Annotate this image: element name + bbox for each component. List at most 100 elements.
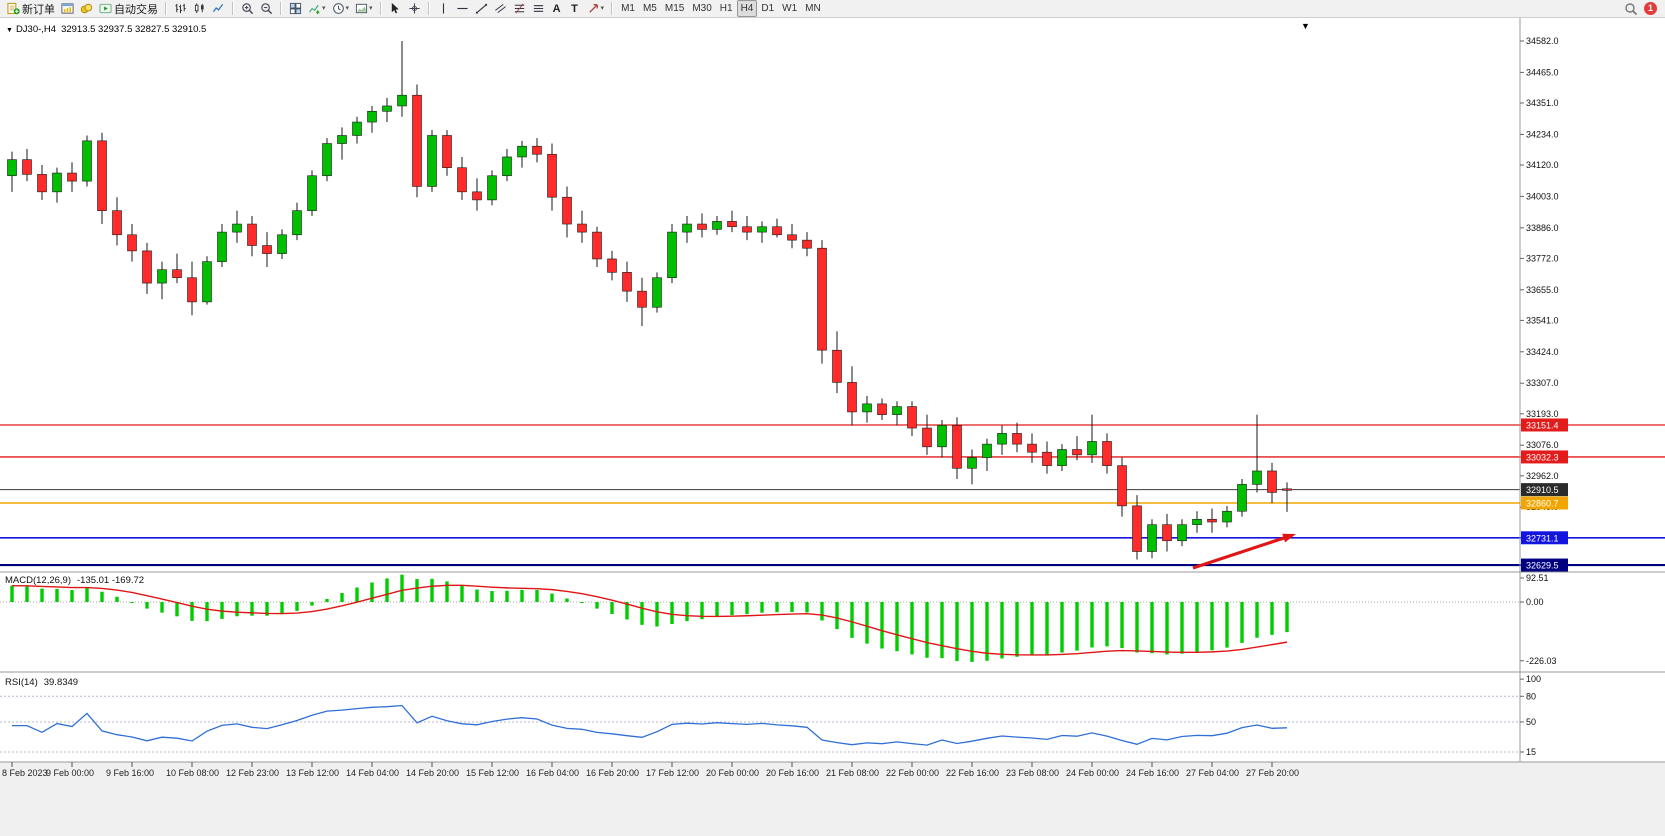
candle-body xyxy=(1207,518,1217,523)
candle-body xyxy=(862,403,872,413)
zoom-out-icon xyxy=(260,2,273,15)
badge-label: 33151.4 xyxy=(1526,420,1559,430)
line-chart-button[interactable] xyxy=(209,0,228,17)
equidistant-channel-button[interactable] xyxy=(491,0,510,17)
candle xyxy=(292,202,302,241)
candle-body xyxy=(922,427,932,448)
time-axis-strip[interactable] xyxy=(0,762,1665,836)
tf-m15-button[interactable]: M15 xyxy=(661,0,688,17)
macd-bar xyxy=(610,602,614,614)
templates-button[interactable]: ▾ xyxy=(352,0,376,17)
tile-windows-button[interactable] xyxy=(286,0,305,17)
vertical-line-button[interactable] xyxy=(434,0,453,17)
time-axis-label: 17 Feb 12:00 xyxy=(646,768,699,778)
badge-rect xyxy=(1521,450,1568,464)
price-axis-label: 32962.0 xyxy=(1526,471,1559,481)
candle-body xyxy=(247,223,257,246)
new-order-button[interactable]: 新订单 xyxy=(4,0,58,17)
tf-mn-button[interactable]: MN xyxy=(801,0,825,17)
zoom-out-button[interactable] xyxy=(257,0,276,17)
candle-body xyxy=(622,272,632,292)
cursor-button[interactable] xyxy=(386,0,405,17)
macd-bar xyxy=(250,602,254,616)
macd-bar xyxy=(880,602,884,649)
candle xyxy=(82,135,92,187)
tf-w1-button[interactable]: W1 xyxy=(778,0,801,17)
macd-indicator-label: MACD(12,26,9) -135.01 -169.72 xyxy=(5,575,144,586)
macd-bar xyxy=(475,589,479,602)
tf-d1-button[interactable]: D1 xyxy=(757,0,778,17)
macd-bar xyxy=(145,602,149,609)
time-axis-label: 15 Feb 12:00 xyxy=(466,768,519,778)
candle xyxy=(532,138,542,163)
macd-bar xyxy=(595,602,599,609)
profiles-icon xyxy=(80,2,93,15)
tf-h4-button[interactable]: H4 xyxy=(736,0,758,17)
trendline-icon xyxy=(475,2,488,15)
zoom-in-button[interactable] xyxy=(238,0,257,17)
candle-body xyxy=(277,234,287,254)
trend-arrow-annotation[interactable] xyxy=(1192,533,1296,570)
chart-canvas[interactable]: 34582.0 34465.0 34351.0 34234.0 34120.0 34003… xyxy=(0,18,1665,836)
candle xyxy=(1087,414,1097,463)
text-button[interactable]: A xyxy=(548,0,566,17)
chart-corner-triangle-icon[interactable]: ▼ xyxy=(1301,21,1310,31)
time-axis-label: 16 Feb 20:00 xyxy=(586,768,639,778)
auto-trading-button[interactable]: 自动交易 xyxy=(96,0,161,17)
candle xyxy=(127,224,137,262)
horizontal-line-button[interactable] xyxy=(453,0,472,17)
badge-rect xyxy=(1521,483,1568,497)
macd-bar xyxy=(550,593,554,602)
tf-m30-button[interactable]: M30 xyxy=(688,0,715,17)
candle-body xyxy=(697,223,707,230)
template-icon xyxy=(355,2,368,15)
macd-bar xyxy=(640,602,644,625)
toolbar-separator xyxy=(379,2,382,15)
trendline-button[interactable] xyxy=(472,0,491,17)
notification-badge[interactable]: 1 xyxy=(1644,2,1657,15)
candle-body xyxy=(382,105,392,112)
chart-area[interactable]: 34582.0 34465.0 34351.0 34234.0 34120.0 34003… xyxy=(0,18,1665,836)
candle xyxy=(202,256,212,305)
candle-body xyxy=(652,277,662,308)
candle xyxy=(982,438,992,471)
candle xyxy=(142,242,152,294)
macd-bar xyxy=(940,602,944,659)
candle-body xyxy=(877,403,887,415)
tf-h1-button[interactable]: H1 xyxy=(716,0,737,17)
price-axis-label: 33541.0 xyxy=(1526,315,1559,325)
new-chart-button[interactable] xyxy=(58,0,77,17)
text-label-button[interactable]: T xyxy=(566,0,584,17)
candle-body xyxy=(847,382,857,413)
indicators-button[interactable]: ▾ xyxy=(305,0,329,17)
chart-background[interactable] xyxy=(0,18,1665,762)
fibonacci-button[interactable] xyxy=(510,0,529,17)
chart-expander-icon[interactable]: ▼ xyxy=(6,27,13,34)
tf-m1-button[interactable]: M1 xyxy=(617,0,639,17)
macd-bar xyxy=(1210,602,1214,651)
candlestick-chart-button[interactable] xyxy=(190,0,209,17)
text-button-glyph: A xyxy=(552,2,561,15)
candle-body xyxy=(1117,465,1127,507)
shapes-button[interactable] xyxy=(529,0,548,17)
profiles-button[interactable] xyxy=(77,0,96,17)
bar-chart-button[interactable] xyxy=(171,0,190,17)
candle-body xyxy=(1267,470,1277,493)
arrow-head xyxy=(1282,533,1296,543)
tf-m30-button-label: M30 xyxy=(692,3,712,14)
tf-m5-button[interactable]: M5 xyxy=(639,0,661,17)
crosshair-button[interactable] xyxy=(405,0,424,17)
macd-bar xyxy=(700,602,704,620)
macd-bar xyxy=(895,602,899,652)
macd-bar xyxy=(430,578,434,602)
arrows-button[interactable]: ▾ xyxy=(584,0,608,17)
candle xyxy=(112,197,122,246)
chart-title: ▼ DJ30-,H4 32913.5 32937.5 32827.5 32910.5 xyxy=(6,24,206,35)
candle xyxy=(277,229,287,259)
search-icon[interactable] xyxy=(1624,2,1638,16)
macd-bar xyxy=(175,602,179,617)
rsi-name: RSI(14) xyxy=(5,677,38,688)
candle xyxy=(1177,519,1187,547)
periods-button[interactable]: ▾ xyxy=(329,0,353,17)
axis-price-badge: 32910.5 xyxy=(1521,483,1568,497)
